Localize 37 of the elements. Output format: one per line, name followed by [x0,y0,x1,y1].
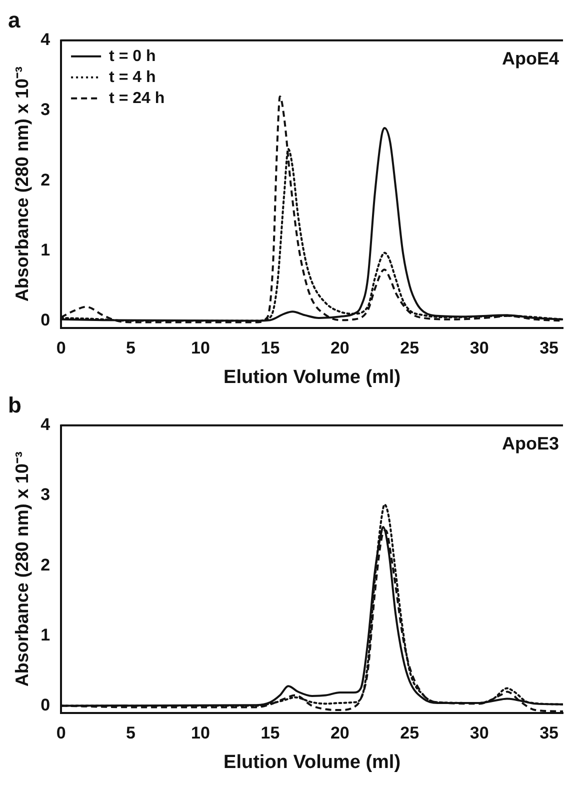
y-tick-label: 2 [40,555,50,574]
y-tick-label: 0 [40,695,50,714]
x-tick-label: 0 [56,338,66,358]
legend-label: t = 24 h [109,90,165,107]
x-tick-label: 5 [126,724,136,743]
y-tick-label: 4 [40,415,51,434]
chart-title: a [8,7,21,32]
x-tick-label: 30 [470,338,489,358]
y-tick-label: 2 [40,170,50,190]
x-tick-label: 10 [191,338,210,358]
x-tick-label: 0 [56,724,66,743]
x-tick-label: 35 [540,724,559,743]
chart-title: b [8,392,22,418]
x-tick-label: 35 [540,338,559,358]
x-tick-label: 20 [330,724,350,743]
x-tick-label: 25 [400,724,420,743]
legend-label: t = 0 h [109,48,156,65]
y-tick-label: 1 [40,625,50,644]
y-tick-label: 0 [40,310,50,330]
x-tick-label: 20 [330,338,350,358]
y-axis-title: Absorbance (280 nm) x 10⁻³ [12,66,32,302]
annotation: ApoE4 [502,48,559,68]
x-tick-label: 25 [400,338,420,358]
x-tick-label: 5 [126,338,136,358]
annotation: ApoE3 [502,433,559,454]
y-tick-label: 4 [40,30,51,50]
x-tick-label: 15 [260,724,280,743]
legend-label: t = 4 h [109,68,156,86]
x-tick-label: 10 [191,724,210,743]
x-axis-title: Elution Volume (ml) [224,366,401,388]
x-tick-label: 15 [260,338,280,358]
y-axis-title: Absorbance (280 nm) x 10⁻³ [12,452,32,687]
x-axis-title: Elution Volume (ml) [224,752,401,773]
x-tick-label: 30 [470,724,489,743]
y-tick-label: 3 [40,485,50,504]
y-tick-label: 3 [40,100,50,120]
y-tick-label: 1 [40,240,50,260]
